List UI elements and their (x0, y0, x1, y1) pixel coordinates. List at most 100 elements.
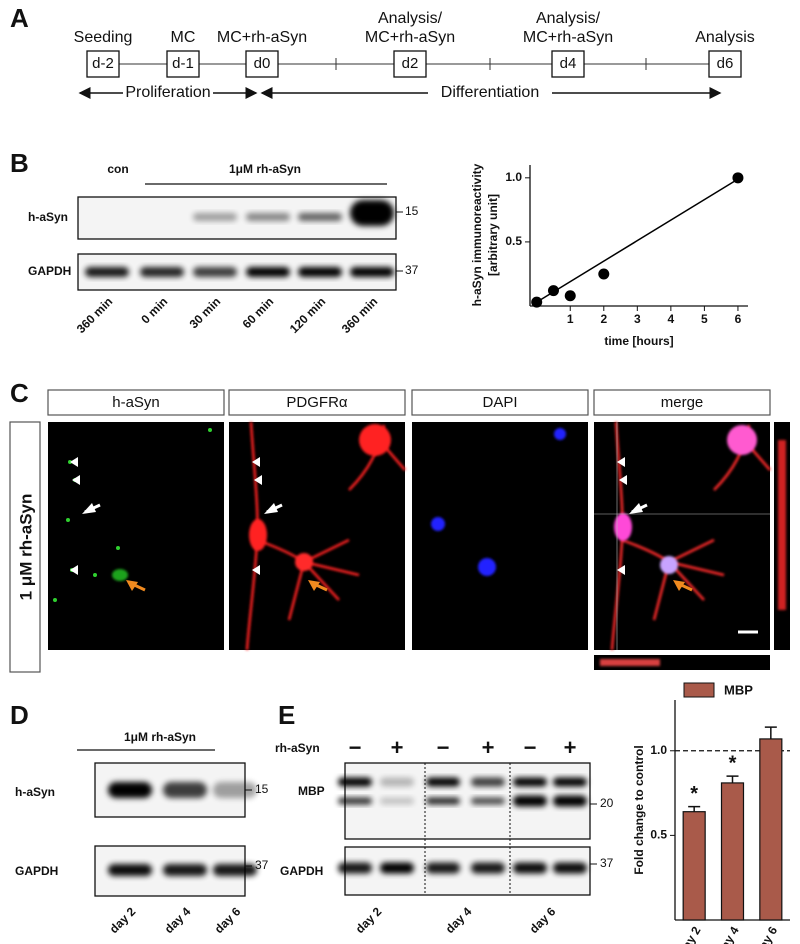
channel-label: PDGFRα (286, 394, 348, 411)
blot-band (471, 862, 505, 874)
blot-bands (338, 777, 587, 807)
blot-bands (108, 782, 257, 798)
blot-band (85, 267, 129, 277)
blot-band (163, 864, 207, 876)
channel-header-box (411, 389, 589, 416)
blot-bands (193, 200, 394, 226)
soma (359, 424, 391, 456)
x-tick-label: day 6 (753, 924, 781, 944)
blot-band (553, 862, 587, 874)
y-tick-label: 1.0 (650, 743, 667, 757)
legend-label: MBP (724, 682, 753, 697)
blot-band (350, 200, 394, 226)
blot-band (471, 797, 505, 805)
arrow-tip (126, 580, 138, 591)
treatment-sign: − (437, 735, 450, 760)
channel-header-box (228, 389, 406, 416)
x-axis-label: time [hours] (604, 334, 673, 348)
lane-label: 120 min (287, 294, 329, 336)
day-label: d4 (560, 55, 577, 72)
blot-band (513, 862, 547, 874)
legend-swatch (683, 682, 715, 698)
channel-label: DAPI (482, 394, 517, 411)
day-box (393, 50, 427, 78)
stage-label: MC+rh-aSyn (523, 29, 613, 46)
day-label: d2 (402, 55, 419, 72)
y-tick-label: 1.0 (505, 170, 522, 184)
puncta (53, 598, 57, 602)
bar (759, 738, 783, 921)
day-label: d0 (254, 55, 271, 72)
stage-label: MC+rh-aSyn (217, 29, 307, 46)
blot-band (338, 777, 372, 787)
blot-band (426, 797, 460, 805)
blot-band (513, 777, 547, 787)
arrowhead (252, 565, 260, 575)
arrow-tip (82, 503, 96, 514)
error-bar (726, 775, 739, 783)
blot-band (213, 782, 257, 798)
blot-band (471, 777, 505, 787)
phase-bg (428, 84, 552, 102)
day-label: d-2 (92, 55, 114, 72)
arrow-tip (264, 503, 278, 514)
arrow-tip (673, 580, 685, 591)
bar (720, 782, 745, 921)
mw-marker: 15 (255, 782, 269, 796)
blot-band (246, 213, 290, 221)
soma-signal (112, 569, 128, 581)
treatment-sign: + (482, 735, 495, 760)
puncta (66, 518, 70, 522)
day-box (245, 50, 279, 78)
significance-mark: * (690, 783, 698, 805)
row-label: GAPDH (15, 864, 58, 878)
blot-bands (338, 862, 587, 874)
y-tick-label: 0.5 (650, 828, 667, 842)
x-tick-label: day 4 (714, 924, 742, 944)
panel-label: D (10, 700, 29, 730)
blot-band (513, 795, 547, 807)
data-point (531, 296, 543, 308)
data-point (547, 285, 559, 297)
blot-band (298, 213, 342, 221)
mw-marker: 37 (255, 858, 269, 872)
blot-band (426, 862, 460, 874)
blot-band (140, 267, 184, 277)
blot-frame (77, 196, 397, 240)
blot-band (380, 797, 414, 805)
day-box (86, 50, 120, 78)
nucleus (554, 428, 566, 440)
condition-label: 1 μM rh-aSyn (16, 494, 35, 601)
ortho-bottom (594, 655, 770, 670)
error-bar (688, 805, 701, 812)
day-box (166, 50, 200, 78)
treatment-sign: + (564, 735, 577, 760)
blot-band (426, 777, 460, 787)
soma (660, 556, 678, 574)
blot-band (298, 267, 342, 277)
arrowhead (617, 457, 625, 467)
nucleus (431, 517, 445, 531)
header-control: con (107, 162, 128, 176)
blot-band (213, 864, 257, 876)
panel-label: E (278, 700, 295, 730)
arrowhead (619, 475, 627, 485)
blot-band (338, 797, 372, 805)
arrowhead (70, 457, 78, 467)
blot-band (246, 267, 290, 277)
x-tick-label: 6 (735, 312, 742, 326)
day-label: d6 (717, 55, 734, 72)
blot-band (553, 795, 587, 807)
row-label: GAPDH (28, 264, 71, 278)
stage-label: Seeding (74, 29, 133, 46)
stage-label: MC (171, 29, 196, 46)
nucleus (478, 558, 496, 576)
row-label: GAPDH (280, 864, 323, 878)
trend-line (536, 178, 739, 303)
blot-bands (108, 864, 257, 876)
x-tick-label: day 2 (676, 924, 704, 944)
blot-band (193, 267, 237, 277)
x-tick-label: 5 (701, 312, 708, 326)
phase-label: Differentiation (441, 84, 539, 101)
